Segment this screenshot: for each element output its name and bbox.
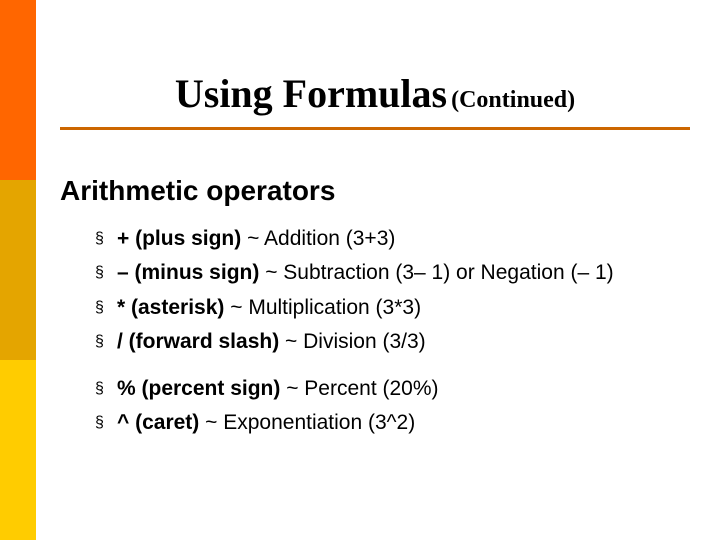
operator-item: §/ (forward slash) ~ Division (3/3) bbox=[95, 328, 614, 356]
bullet-icon: § bbox=[95, 225, 117, 253]
title-main: Using Formulas bbox=[175, 71, 447, 116]
title-continued: (Continued) bbox=[451, 87, 575, 113]
operator-symbol: / (forward slash) bbox=[117, 330, 279, 353]
operator-item: §– (minus sign) ~ Subtraction (3– 1) or … bbox=[95, 259, 614, 287]
operator-symbol: % (percent sign) bbox=[117, 377, 280, 400]
operator-item: §% (percent sign) ~ Percent (20%) bbox=[95, 375, 439, 403]
bullet-icon: § bbox=[95, 328, 117, 356]
title-block: Using Formulas (Continued) bbox=[60, 70, 690, 130]
bullet-icon: § bbox=[95, 259, 117, 287]
operator-symbol: – (minus sign) bbox=[117, 261, 259, 284]
operator-group-2: §% (percent sign) ~ Percent (20%)§^ (car… bbox=[95, 375, 439, 444]
operator-text: / (forward slash) ~ Division (3/3) bbox=[117, 328, 426, 356]
bar-bot bbox=[0, 360, 36, 540]
bar-mid bbox=[0, 180, 36, 360]
operator-text: % (percent sign) ~ Percent (20%) bbox=[117, 375, 439, 403]
bullet-icon: § bbox=[95, 375, 117, 403]
operator-text: ^ (caret) ~ Exponentiation (3^2) bbox=[117, 409, 415, 437]
operator-text: – (minus sign) ~ Subtraction (3– 1) or N… bbox=[117, 259, 614, 287]
bullet-icon: § bbox=[95, 409, 117, 437]
section-subtitle: Arithmetic operators bbox=[60, 175, 335, 207]
side-accent-bars bbox=[0, 0, 36, 540]
title-rule bbox=[60, 127, 690, 130]
operator-text: * (asterisk) ~ Multiplication (3*3) bbox=[117, 294, 421, 322]
operator-item: §* (asterisk) ~ Multiplication (3*3) bbox=[95, 294, 614, 322]
operator-desc: ~ Subtraction (3– 1) or Negation (– 1) bbox=[259, 261, 613, 284]
operator-item: §^ (caret) ~ Exponentiation (3^2) bbox=[95, 409, 439, 437]
operator-desc: ~ Addition (3+3) bbox=[241, 227, 395, 250]
operator-text: + (plus sign) ~ Addition (3+3) bbox=[117, 225, 395, 253]
operator-item: §+ (plus sign) ~ Addition (3+3) bbox=[95, 225, 614, 253]
operator-desc: ~ Percent (20%) bbox=[280, 377, 438, 400]
operator-group-1: §+ (plus sign) ~ Addition (3+3)§– (minus… bbox=[95, 225, 614, 362]
operator-symbol: ^ (caret) bbox=[117, 411, 199, 434]
bullet-icon: § bbox=[95, 294, 117, 322]
operator-desc: ~ Multiplication (3*3) bbox=[224, 296, 421, 319]
operator-desc: ~ Division (3/3) bbox=[279, 330, 425, 353]
operator-desc: ~ Exponentiation (3^2) bbox=[199, 411, 415, 434]
operator-symbol: * (asterisk) bbox=[117, 296, 224, 319]
bar-top bbox=[0, 0, 36, 180]
slide-title: Using Formulas (Continued) bbox=[60, 70, 690, 117]
operator-symbol: + (plus sign) bbox=[117, 227, 241, 250]
